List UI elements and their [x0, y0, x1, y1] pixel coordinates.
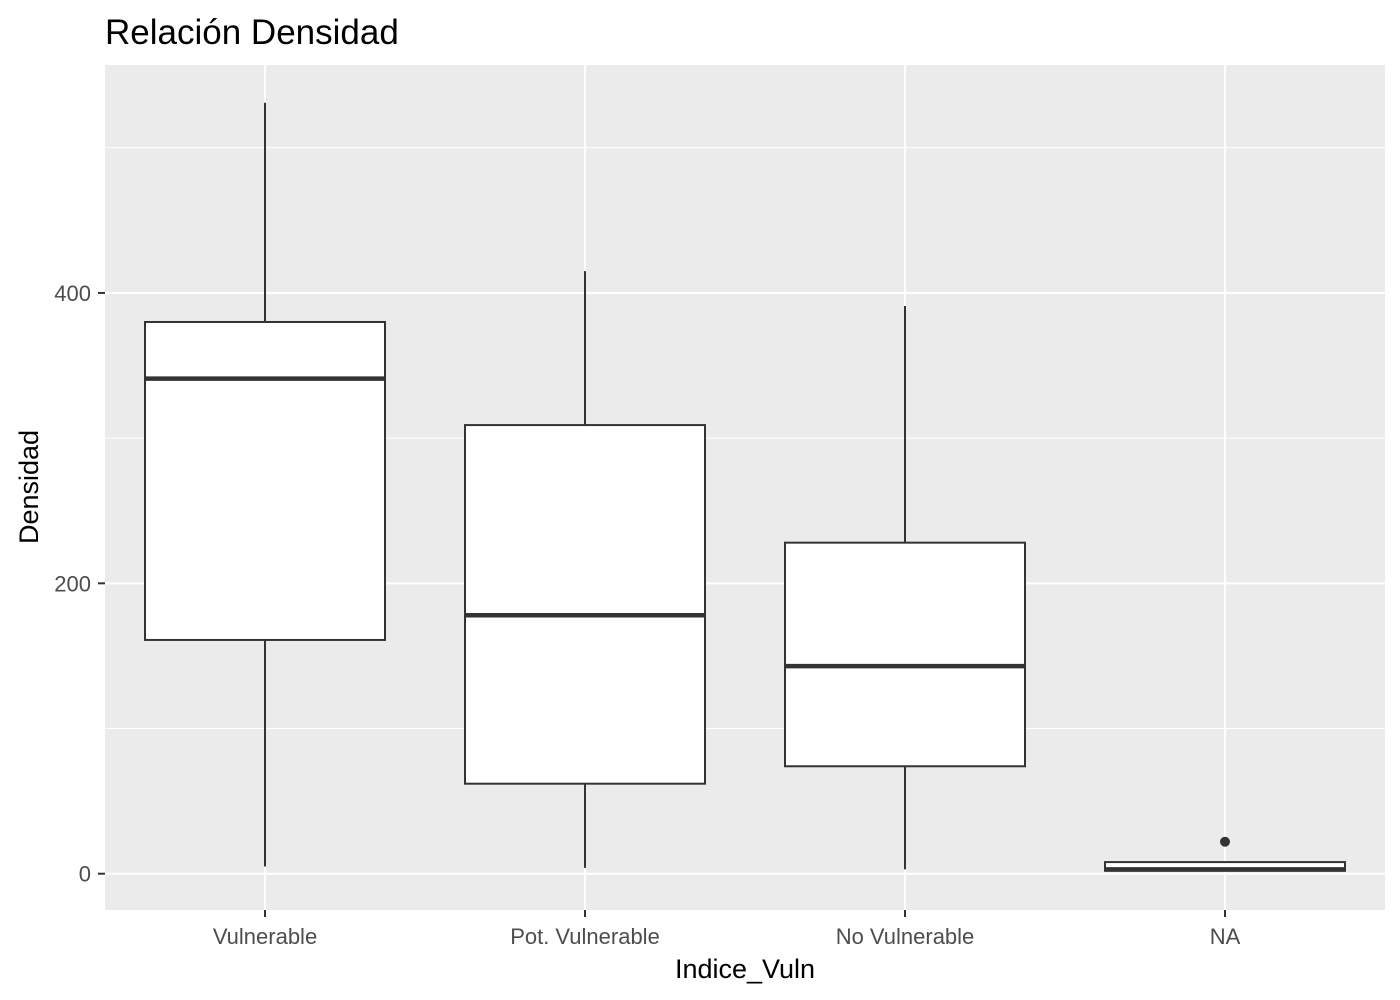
x-axis-title: Indice_Vuln — [675, 954, 815, 984]
y-tick-label: 400 — [54, 281, 91, 306]
x-tick-label: No Vulnerable — [836, 924, 975, 949]
y-tick-label: 200 — [54, 571, 91, 596]
y-tick-label: 0 — [79, 862, 91, 887]
box-1 — [464, 271, 706, 868]
box-iqr — [464, 424, 706, 785]
x-tick-label: Vulnerable — [213, 924, 317, 949]
y-axis-title: Densidad — [14, 430, 44, 544]
box-2 — [784, 306, 1026, 870]
box-iqr — [784, 541, 1026, 768]
chart-title: Relación Densidad — [105, 13, 399, 52]
box-iqr — [144, 320, 386, 641]
box-0 — [144, 102, 386, 867]
box-3 — [1104, 836, 1346, 872]
box-series — [144, 102, 1346, 872]
x-axis: Vulnerable Pot. Vulnerable No Vulnerable NA — [213, 910, 1241, 949]
y-axis: 0 200 400 — [54, 281, 105, 887]
outlier-point — [1220, 836, 1230, 847]
x-tick-label: Pot. Vulnerable — [510, 924, 660, 949]
x-tick-label: NA — [1210, 924, 1241, 949]
